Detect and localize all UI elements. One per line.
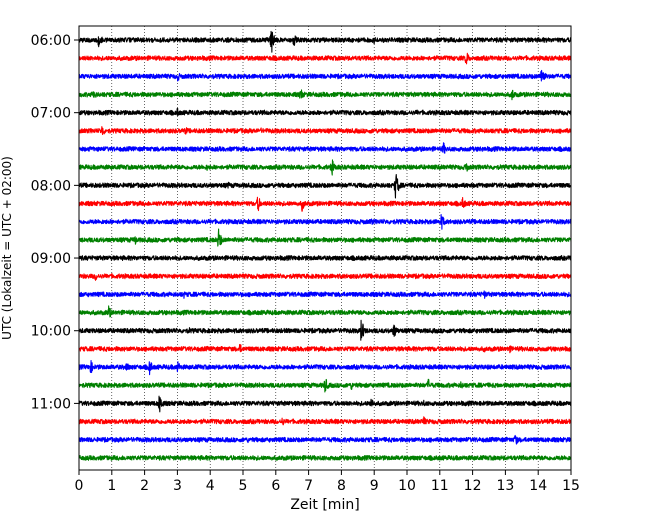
trace-line [78, 196, 572, 212]
trace-line [78, 89, 572, 101]
y-axis-title: UTC (Lokalzeit = UTC + 02:00) [0, 156, 14, 340]
x-tick-label: 15 [562, 478, 580, 494]
x-tick-label: 1 [107, 478, 116, 494]
x-tick-label: 5 [239, 478, 248, 494]
trace-line [78, 416, 572, 426]
x-tick-label: 6 [271, 478, 280, 494]
trace-line [78, 378, 572, 393]
y-tick-label: 11:00 [31, 396, 71, 412]
x-tick-label: 0 [75, 478, 84, 494]
x-tick-label: 11 [431, 478, 449, 494]
x-axis: 0 1 2 3 4 5 6 7 8 9 10 11 12 13 14 15 [75, 470, 580, 494]
trace-line [78, 107, 572, 116]
trace-line [78, 360, 572, 376]
x-axis-title: Zeit [min] [290, 497, 359, 513]
x-tick-label: 8 [337, 478, 346, 494]
trace-line [78, 69, 572, 82]
trace-line [78, 290, 572, 299]
y-tick-label: 10:00 [31, 324, 71, 340]
trace-line [78, 142, 572, 154]
trace-line [78, 273, 572, 281]
trace-line [78, 214, 572, 230]
trace-line [78, 255, 572, 262]
x-tick-label: 13 [496, 478, 514, 494]
x-tick-label: 2 [140, 478, 149, 494]
x-tick-label: 3 [173, 478, 182, 494]
trace-line [78, 159, 572, 176]
trace-line [78, 454, 572, 461]
x-tick-label: 14 [529, 478, 547, 494]
y-tick-label: 08:00 [31, 178, 71, 194]
trace-line [78, 434, 572, 445]
trace-line [78, 126, 572, 135]
y-tick-label: 07:00 [31, 106, 71, 122]
x-tick-label: 4 [206, 478, 215, 494]
trace-group [78, 30, 572, 461]
trace-line [78, 173, 572, 199]
trace-line [78, 52, 572, 65]
x-tick-label: 9 [370, 478, 379, 494]
trace-line [78, 395, 572, 413]
trace-line [78, 30, 572, 53]
trace-line [78, 305, 572, 318]
y-axis: 06:00 07:00 08:00 09:00 10:00 11:00 [31, 33, 79, 412]
plot-frame [78, 25, 572, 471]
y-tick-label: 09:00 [31, 251, 71, 267]
trace-line [78, 319, 572, 341]
x-tick-label: 7 [304, 478, 313, 494]
x-tick-label: 12 [464, 478, 482, 494]
trace-line [78, 343, 572, 354]
x-tick-label: 10 [398, 478, 416, 494]
trace-line [78, 228, 572, 247]
y-tick-label: 06:00 [31, 33, 71, 49]
